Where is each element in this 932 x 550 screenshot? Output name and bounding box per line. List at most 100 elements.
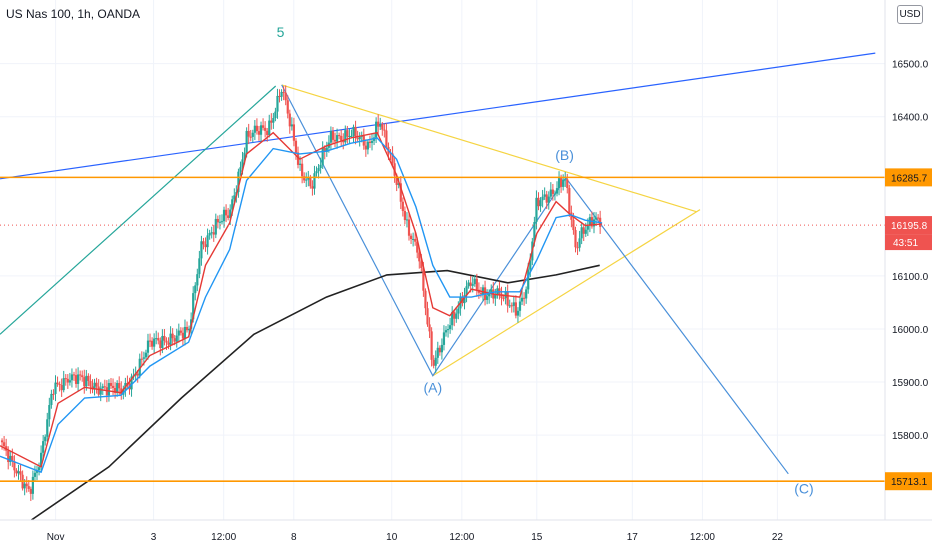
candle-body-46: [95, 382, 98, 387]
candle-body-5: [11, 455, 14, 462]
candle-body-281: [578, 238, 581, 248]
candle-body-276: [568, 188, 571, 213]
candle-body-154: [317, 168, 320, 172]
trend-line-2: [281, 84, 697, 213]
candle-body-225: [463, 295, 466, 304]
candle-body-227: [467, 282, 470, 287]
trend-line-4: [281, 84, 789, 475]
candle-body-168: [346, 130, 349, 137]
candle-body-197: [405, 219, 409, 221]
candle-body-265: [545, 194, 548, 203]
candle-body-132: [272, 117, 275, 123]
candle-body-186: [383, 129, 386, 131]
x-tick-label-0: Nov: [47, 532, 65, 543]
candle-body-172: [354, 126, 357, 139]
candle-body-90: [185, 326, 189, 331]
candle-body-171: [352, 126, 355, 136]
candle-body-41: [85, 375, 88, 387]
y-tick-label-2: 16000.0: [892, 325, 929, 336]
y-tick-label-1: 15900.0: [892, 378, 929, 389]
candle-body-220: [453, 312, 456, 319]
candle-body-66: [136, 373, 139, 376]
candle-body-137: [282, 91, 285, 93]
candle-body-12: [25, 483, 28, 487]
candle-body-35: [72, 374, 76, 376]
candle-body-81: [167, 342, 170, 345]
candle-body-179: [368, 141, 372, 143]
candle-body-289: [594, 217, 598, 220]
candle-body-273: [562, 179, 565, 187]
candle-body-234: [481, 287, 485, 294]
candle-body-136: [280, 91, 283, 97]
candle-body-215: [442, 332, 446, 345]
candle-body-167: [344, 130, 347, 143]
candle-body-33: [68, 380, 71, 383]
candle-body-131: [270, 120, 273, 123]
candle-body-218: [449, 325, 452, 330]
candle-body-195: [401, 201, 404, 212]
candle-body-200: [412, 238, 415, 240]
candle-body-178: [366, 141, 370, 150]
candle-body-174: [358, 136, 361, 140]
candle-body-49: [101, 386, 104, 389]
candle-body-118: [243, 152, 246, 160]
candle-body-261: [537, 197, 540, 207]
candle-body-116: [239, 167, 242, 172]
candle-body-290: [597, 217, 600, 219]
candle-body-266: [547, 196, 550, 203]
candle-body-16: [33, 472, 37, 477]
candle-body-76: [157, 338, 160, 341]
candle-body-222: [457, 308, 460, 314]
candle-body-80: [165, 340, 168, 343]
candle-body-180: [370, 140, 374, 143]
candle-body-153: [315, 171, 318, 174]
candle-body-135: [278, 95, 281, 97]
candle-body-143: [294, 140, 298, 153]
candle-body-14: [29, 488, 32, 494]
candle-body-104: [214, 218, 217, 235]
currency-button[interactable]: USD: [897, 5, 923, 24]
symbol-title: US Nas 100, 1h, OANDA: [6, 7, 141, 21]
price-label-2: 15713.1: [891, 477, 928, 488]
candle-body-38: [79, 374, 82, 376]
candle-body-82: [169, 333, 172, 345]
candle-body-192: [395, 175, 398, 185]
candle-body-219: [451, 312, 454, 326]
candle-body-40: [83, 377, 86, 387]
candle-body-169: [348, 135, 351, 137]
candle-body-151: [311, 186, 314, 189]
candle-body-237: [488, 293, 491, 297]
candle-body-87: [179, 330, 182, 333]
candle-body-264: [543, 194, 546, 197]
candle-body-3: [7, 450, 10, 463]
candle-body-228: [469, 282, 472, 286]
candle-body-260: [535, 197, 538, 223]
candle-body-230: [473, 278, 476, 285]
price-label-0: 16285.7: [891, 173, 928, 184]
candle-body-72: [148, 340, 152, 342]
candle-body-107: [220, 221, 224, 223]
candle-body-285: [586, 225, 589, 230]
candle-body-8: [17, 471, 20, 474]
candle-body-190: [391, 153, 394, 164]
candle-body-193: [397, 183, 400, 185]
candle-body-105: [216, 218, 219, 223]
candle-body-263: [541, 196, 544, 201]
candle-body-133: [274, 111, 277, 118]
candle-body-213: [438, 347, 441, 353]
candle-body-271: [557, 178, 561, 189]
candle-body-99: [204, 244, 207, 248]
candle-body-164: [338, 135, 341, 137]
candle-body-20: [42, 441, 45, 453]
candle-body-63: [130, 376, 133, 390]
candle-body-102: [210, 232, 213, 234]
candle-body-149: [307, 177, 310, 180]
candle-body-270: [555, 188, 559, 194]
candle-body-9: [19, 471, 22, 475]
trend-line-1: [0, 85, 277, 335]
candle-body-255: [525, 289, 528, 299]
candle-body-130: [268, 120, 271, 136]
countdown-label: 43:51: [893, 238, 918, 249]
